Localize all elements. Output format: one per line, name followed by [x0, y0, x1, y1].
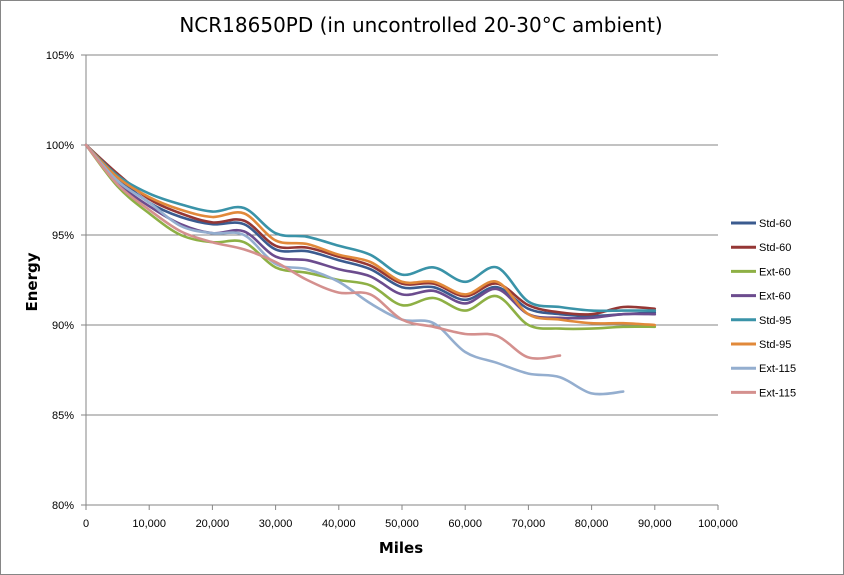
x-tick-label-2: 20,000: [196, 518, 230, 530]
x-tick-label-5: 50,000: [385, 518, 419, 530]
legend-label-5: Std-95: [759, 339, 791, 351]
series-line-1-std-60: [84, 143, 657, 316]
series-line-3-ext-60: [84, 143, 657, 320]
series-line-5-std-95: [84, 143, 657, 327]
x-axis-title: Miles: [379, 539, 423, 557]
x-tick-label-3: 30,000: [259, 518, 293, 530]
x-tick-label-1: 10,000: [132, 518, 166, 530]
y-tick-label-3: 95%: [52, 230, 74, 242]
legend-label-0: Std-60: [759, 218, 791, 230]
y-tick-label-5: 105%: [46, 50, 74, 62]
series-line-0-std-60: [84, 143, 657, 318]
legend-label-3: Ext-60: [759, 291, 791, 303]
x-tick-label-8: 80,000: [575, 518, 609, 530]
legend: Std-60 Std-60 Ext-60 Ext-60 Std-95 Std-95 Ext-…: [731, 218, 796, 399]
series-line-4-std-95: [84, 143, 657, 313]
series-line-7-ext-115: [84, 143, 562, 360]
x-tick-label-6: 60,000: [448, 518, 482, 530]
legend-label-6: Ext-115: [759, 363, 796, 375]
y-tick-label-0: 80%: [52, 500, 74, 512]
legend-label-4: Std-95: [759, 315, 791, 327]
y-tick-label-1: 85%: [52, 410, 74, 422]
legend-label-2: Ext-60: [759, 266, 791, 278]
x-tick-label-7: 70,000: [512, 518, 546, 530]
y-axis-title: Energy: [23, 252, 41, 311]
x-tick-label-9: 90,000: [638, 518, 672, 530]
plot-area: 80% 85% 90% 95% 100% 105% 0 10,000 20,000 30,000 4…: [46, 50, 738, 530]
x-tick-label-4: 40,000: [322, 518, 356, 530]
series-line-2-ext-60: [84, 143, 657, 331]
y-tick-label-2: 90%: [52, 320, 74, 332]
legend-label-1: Std-60: [759, 242, 791, 254]
legend-label-7: Ext-115: [759, 387, 796, 399]
chart-title: NCR18650PD (in uncontrolled 20-30°C ambi…: [179, 13, 662, 37]
x-tick-label-0: 0: [83, 518, 89, 530]
x-tick-label-10: 100,000: [698, 518, 738, 530]
y-tick-label-4: 100%: [46, 140, 74, 152]
